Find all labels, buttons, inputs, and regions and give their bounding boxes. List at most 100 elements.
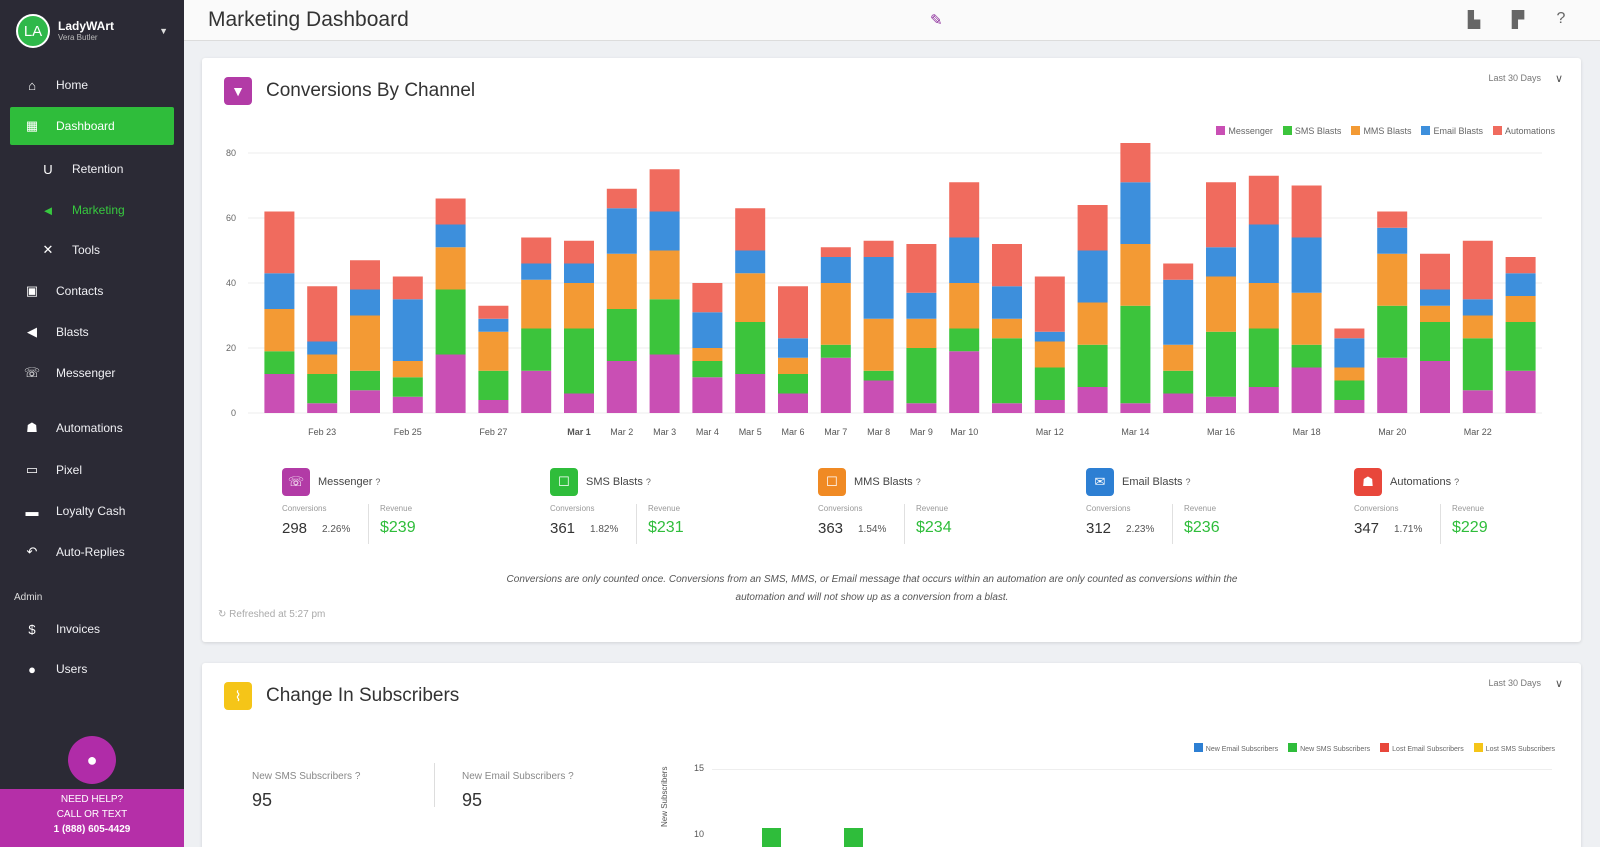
bar-segment[interactable] — [1334, 338, 1365, 368]
bar-segment[interactable] — [992, 286, 1022, 319]
bar-segment[interactable] — [992, 338, 1022, 404]
bar-segment[interactable] — [949, 283, 980, 329]
bar-segment[interactable] — [606, 208, 637, 254]
bar-segment[interactable] — [350, 390, 380, 413]
bar-segment[interactable] — [649, 299, 680, 355]
bar-segment[interactable] — [1377, 211, 1408, 228]
legend-item[interactable]: SMS Blasts — [1282, 126, 1341, 136]
bar-segment[interactable] — [1206, 182, 1236, 248]
bar-segment[interactable] — [1420, 253, 1450, 290]
bar-segment[interactable] — [1334, 328, 1365, 339]
date-range-select[interactable]: Last 30 Days — [1488, 678, 1541, 688]
bar-segment[interactable] — [1420, 322, 1450, 361]
bar-segment[interactable] — [564, 240, 594, 264]
bar-segment[interactable] — [1377, 253, 1408, 306]
bar-segment[interactable] — [1462, 299, 1493, 316]
bar-segment[interactable] — [392, 276, 423, 300]
chevron-down-icon[interactable]: ∨ — [1554, 678, 1563, 690]
bar-segment[interactable] — [1377, 305, 1408, 358]
bar-segment[interactable] — [350, 370, 380, 391]
bar-segment[interactable] — [435, 198, 466, 225]
legend-item[interactable]: New Email Subscribers — [1193, 743, 1278, 753]
sidebar-item-messenger[interactable]: ☏ Messenger — [10, 354, 174, 392]
bar-segment[interactable] — [264, 211, 295, 274]
door-icon[interactable]: ▙ — [1467, 12, 1481, 29]
sidebar-item-pixel[interactable]: ▭ Pixel — [10, 451, 174, 489]
sidebar-item-automations[interactable]: ☗ Automations — [10, 409, 174, 447]
bar-segment[interactable] — [1120, 182, 1151, 244]
bar-segment[interactable] — [649, 211, 680, 251]
bar-segment[interactable] — [1462, 240, 1493, 300]
bar-segment[interactable] — [992, 244, 1022, 287]
legend-item[interactable]: Automations — [1492, 126, 1555, 136]
bar-segment[interactable] — [1120, 244, 1151, 306]
bar-segment[interactable] — [564, 393, 594, 414]
bar-segment[interactable] — [478, 305, 509, 319]
bar-segment[interactable] — [1206, 247, 1236, 277]
bar-segment[interactable] — [735, 208, 766, 251]
legend-item[interactable]: Email Blasts — [1421, 126, 1483, 136]
bar-segment[interactable] — [1206, 396, 1236, 413]
sidebar-item-users[interactable]: ● Users — [10, 650, 174, 688]
bar-segment[interactable] — [1420, 289, 1450, 306]
bar-segment[interactable] — [1291, 344, 1322, 368]
bar-segment[interactable] — [1462, 390, 1493, 413]
bar-segment[interactable] — [778, 393, 808, 414]
sidebar-item-retention[interactable]: U Retention — [10, 150, 174, 188]
bar-segment[interactable] — [778, 357, 808, 374]
sidebar-item-blasts[interactable]: ◀ Blasts — [10, 313, 174, 351]
bar-segment[interactable] — [1462, 315, 1493, 339]
bar-segment[interactable] — [820, 247, 851, 257]
bar-segment[interactable] — [264, 273, 295, 309]
bar-segment[interactable] — [1034, 341, 1065, 368]
bar-segment[interactable] — [949, 351, 980, 413]
bar-segment[interactable] — [521, 237, 552, 264]
bar-segment[interactable] — [692, 348, 723, 361]
bar-segment[interactable] — [1505, 296, 1536, 322]
bar-segment[interactable] — [1248, 175, 1279, 225]
chevron-down-icon[interactable]: ∨ — [1554, 73, 1563, 85]
bar-segment[interactable] — [435, 289, 466, 355]
account-switcher[interactable]: LA LadyWArt Vera Butler ▼ — [0, 0, 184, 62]
bar-segment[interactable] — [992, 318, 1022, 339]
bar-segment[interactable] — [1206, 331, 1236, 397]
bar-segment[interactable] — [521, 263, 552, 280]
info-icon[interactable]: ? — [568, 771, 574, 782]
bar-segment[interactable] — [1420, 361, 1450, 413]
bar-segment[interactable] — [392, 361, 423, 378]
bar-segment[interactable] — [1034, 331, 1065, 342]
sidebar-item-contacts[interactable]: ▣ Contacts — [10, 272, 174, 310]
info-icon[interactable]: ? — [915, 477, 921, 487]
help-icon[interactable]: ? — [1556, 10, 1566, 27]
bar-segment[interactable] — [435, 224, 466, 248]
bar-segment[interactable] — [350, 260, 380, 290]
bar-segment[interactable] — [649, 354, 680, 414]
bar-segment[interactable] — [264, 309, 295, 352]
bar-segment[interactable] — [307, 374, 338, 404]
bar-segment[interactable] — [906, 292, 937, 319]
bar-segment[interactable] — [1377, 227, 1408, 254]
bar-segment[interactable] — [906, 348, 937, 404]
bar-segment[interactable] — [649, 169, 680, 212]
bar-segment[interactable] — [435, 247, 466, 290]
bar-segment[interactable] — [992, 403, 1022, 413]
info-icon[interactable]: ? — [1185, 477, 1191, 487]
bar-segment[interactable] — [392, 377, 423, 397]
bar-segment[interactable] — [1291, 237, 1322, 293]
bar-segment[interactable] — [606, 253, 637, 309]
bar-segment[interactable] — [906, 318, 937, 348]
bar-segment[interactable] — [1077, 205, 1108, 251]
bar-segment[interactable] — [521, 279, 552, 329]
exit-icon[interactable]: ▛ — [1511, 12, 1525, 29]
info-icon[interactable]: ? — [354, 771, 361, 782]
bar-segment[interactable] — [949, 237, 980, 284]
bar-segment[interactable] — [1462, 338, 1493, 391]
bar-segment[interactable] — [1163, 263, 1194, 280]
bar-segment[interactable] — [564, 263, 594, 284]
bar-segment[interactable] — [1077, 387, 1108, 413]
edit-pen-icon[interactable]: ✎ — [930, 12, 943, 29]
legend-item[interactable]: New SMS Subscribers — [1288, 743, 1370, 753]
refreshed-timestamp[interactable]: ↻ Refreshed at 5:27 pm — [218, 609, 326, 620]
bar-segment[interactable] — [735, 374, 766, 413]
bar-segment[interactable] — [906, 403, 937, 413]
